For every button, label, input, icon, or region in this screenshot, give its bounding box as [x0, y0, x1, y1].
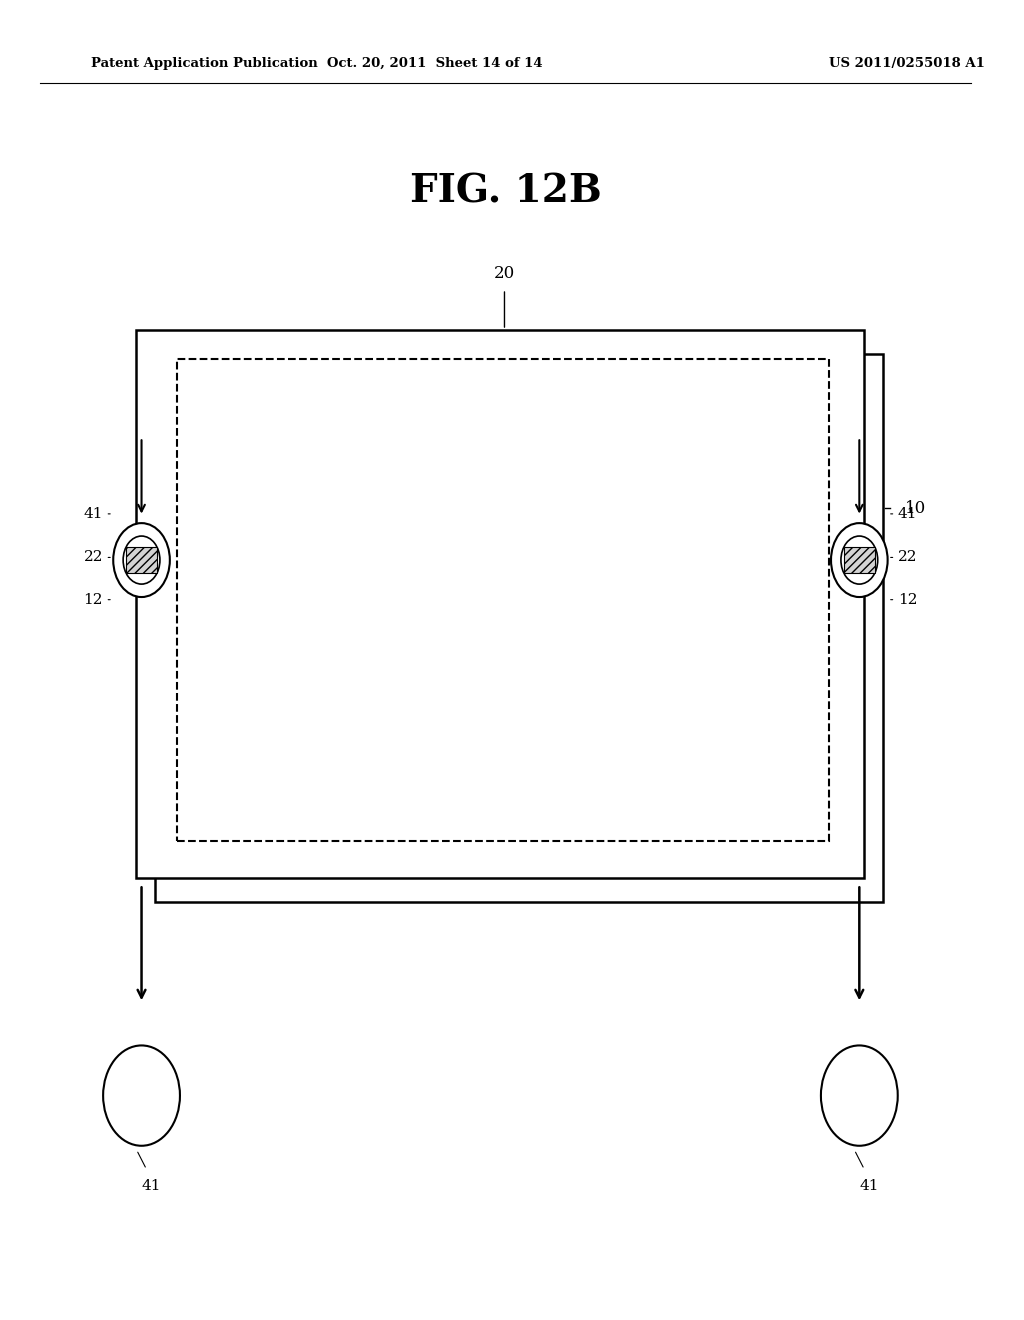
- Circle shape: [123, 536, 160, 583]
- Text: 41: 41: [84, 507, 103, 521]
- Text: 12: 12: [84, 593, 103, 607]
- Bar: [136, 330, 864, 878]
- Text: 41: 41: [898, 507, 918, 521]
- Text: 22: 22: [84, 550, 103, 565]
- Circle shape: [831, 523, 888, 597]
- Bar: [844, 548, 874, 573]
- Text: Oct. 20, 2011  Sheet 14 of 14: Oct. 20, 2011 Sheet 14 of 14: [327, 57, 543, 70]
- Text: 41: 41: [142, 1179, 162, 1193]
- Bar: [126, 548, 157, 573]
- Circle shape: [103, 1045, 180, 1146]
- Text: 41: 41: [860, 1179, 880, 1193]
- Bar: [155, 354, 883, 902]
- Circle shape: [841, 536, 878, 583]
- Text: 22: 22: [898, 550, 918, 565]
- Circle shape: [821, 1045, 898, 1146]
- Bar: [177, 359, 829, 841]
- Text: 10: 10: [905, 500, 926, 516]
- Circle shape: [114, 523, 170, 597]
- Text: FIG. 12B: FIG. 12B: [410, 173, 601, 210]
- Text: 20: 20: [494, 265, 515, 282]
- Text: 12: 12: [898, 593, 918, 607]
- Text: Patent Application Publication: Patent Application Publication: [91, 57, 317, 70]
- Text: US 2011/0255018 A1: US 2011/0255018 A1: [829, 57, 985, 70]
